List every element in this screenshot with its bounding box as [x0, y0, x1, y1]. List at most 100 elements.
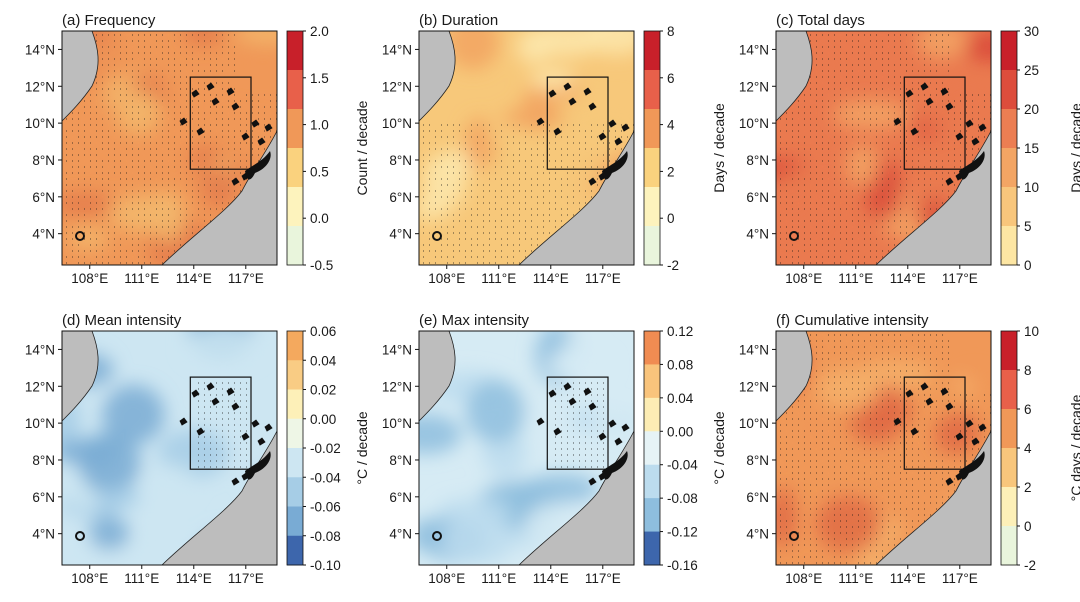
panel-title: (a) Frequency — [62, 12, 156, 29]
landmass — [775, 30, 992, 266]
colorbar-segment — [644, 31, 660, 71]
colorbar-segment — [1001, 370, 1017, 410]
lat-tick-label: 6°N — [746, 190, 769, 205]
reef-outlines — [432, 82, 630, 241]
lat-tick-label: 14°N — [739, 42, 769, 57]
landmass — [418, 330, 635, 566]
lat-tick-label: 14°N — [25, 42, 55, 57]
colorbar-tick-label: 25 — [1024, 63, 1039, 78]
colorbar-segment — [1001, 187, 1017, 227]
colorbar-segment — [644, 364, 660, 399]
colorbar-segment — [287, 506, 303, 537]
colorbar-segment — [287, 331, 303, 361]
lon-tick-label: 108°E — [71, 571, 108, 586]
colorbar-segment — [287, 226, 303, 266]
lon-tick-label: 108°E — [71, 271, 108, 286]
colorbar-tick-label: 8 — [1024, 363, 1032, 378]
lat-tick-label: 12°N — [382, 379, 412, 394]
lon-tick-label: 111°E — [124, 571, 159, 586]
lat-tick-label: 12°N — [25, 79, 55, 94]
lat-tick-label: 10°N — [382, 116, 412, 131]
map-frame — [775, 30, 992, 266]
lat-tick-label: 12°N — [739, 79, 769, 94]
colorbar-segment — [644, 331, 660, 365]
lat-tick-label: 10°N — [739, 116, 769, 131]
panel-title: (d) Mean intensity — [62, 312, 182, 329]
colorbar-label: Days / decade — [1068, 103, 1080, 193]
colorbar-segment — [1001, 487, 1017, 527]
colorbar-tick-label: 0.02 — [310, 383, 336, 398]
lat-tick-label: 6°N — [389, 190, 412, 205]
colorbar-tick-label: -0.06 — [310, 500, 341, 515]
colorbar-tick-label: 0.0 — [310, 211, 329, 226]
colorbar-segment — [1001, 109, 1017, 149]
map-frame — [418, 30, 635, 266]
colorbar-label: °C / decade — [711, 411, 727, 485]
colorbar-tick-label: -2 — [667, 258, 679, 273]
colorbar-tick-label: 0.04 — [667, 391, 694, 406]
lat-tick-label: 14°N — [382, 42, 412, 57]
panel-d: (d) Mean intensity 14°N 12°N 10°N 8°N 6°N 4°N 1… — [25, 312, 370, 586]
study-region-box — [189, 76, 252, 170]
colorbar-tick-label: 2.0 — [310, 24, 329, 39]
colorbar-tick-label: -0.02 — [310, 441, 341, 456]
colorbar-tick-label: 5 — [1024, 219, 1032, 234]
lat-tick-label: 12°N — [382, 79, 412, 94]
colorbar: 2.0 1.5 1.0 0.5 0.0 -0.5 Count / decade — [286, 24, 370, 273]
colorbar-segment — [644, 109, 660, 149]
lat-tick-label: 8°N — [389, 453, 412, 468]
field-variation — [62, 331, 277, 565]
colorbar-label: °C / decade — [354, 411, 370, 485]
lon-tick-label: 114°E — [176, 571, 212, 586]
colorbar-tick-label: 0.08 — [667, 357, 693, 372]
landmass — [61, 30, 278, 266]
colorbar-tick-label: 0 — [1024, 519, 1032, 534]
lon-tick-label: 117°E — [585, 271, 621, 286]
lon-tick-label: 111°E — [481, 271, 516, 286]
panel-b: (b) Duration 14°N 12°N 10°N 8°N 6°N 4°N 108°E 11… — [382, 12, 727, 286]
study-region-box — [903, 376, 966, 470]
panel-e: (e) Max intensity 14°N 12°N 10°N 8°N 6°N 4°N 10… — [382, 312, 727, 586]
lat-tick-label: 14°N — [739, 342, 769, 357]
colorbar-tick-label: 6 — [1024, 402, 1032, 417]
colorbar-segment — [287, 389, 303, 420]
reef-outlines — [789, 382, 987, 541]
lat-tick-label: 4°N — [32, 527, 55, 542]
panel-c: (c) Total days 14°N 12°N 10°N 8°N 6°N 4°N 108°E… — [739, 12, 1080, 286]
colorbar-tick-label: 2 — [667, 164, 675, 179]
colorbar-segment — [287, 31, 303, 71]
map-frame — [775, 330, 992, 566]
map-frame — [418, 330, 635, 566]
colorbar-tick-label: 4 — [1024, 441, 1032, 456]
colorbar-tick-label: 0 — [667, 211, 675, 226]
colorbar-tick-label: 2 — [1024, 480, 1032, 495]
colorbar-segment — [1001, 448, 1017, 488]
colorbar-segment — [1001, 526, 1017, 566]
landmass — [418, 30, 635, 266]
lat-tick-label: 6°N — [746, 490, 769, 505]
study-region-box — [546, 376, 609, 470]
colorbar-tick-label: -0.08 — [667, 491, 698, 506]
colorbar-segment — [1001, 148, 1017, 188]
map-frame — [61, 330, 278, 566]
lat-tick-label: 4°N — [32, 227, 55, 242]
lon-tick-label: 108°E — [428, 571, 465, 586]
lat-tick-label: 6°N — [32, 190, 55, 205]
lat-tick-label: 6°N — [389, 490, 412, 505]
reef-outlines — [432, 382, 630, 541]
lon-tick-label: 114°E — [176, 271, 212, 286]
reef-outlines — [789, 82, 987, 241]
colorbar-segment — [644, 148, 660, 188]
colorbar-segment — [287, 535, 303, 566]
lon-tick-label: 108°E — [785, 571, 822, 586]
colorbar-tick-label: 0.5 — [310, 164, 329, 179]
colorbar-segment — [644, 70, 660, 110]
colorbar: 0.06 0.04 0.02 0.00 -0.02 -0.04 -0.06 -0.08 -0.1… — [286, 324, 370, 573]
study-region-box — [903, 76, 966, 170]
lat-tick-label: 4°N — [389, 227, 412, 242]
colorbar-label: °C days / decade — [1068, 394, 1080, 501]
lon-tick-label: 117°E — [228, 571, 264, 586]
colorbar-tick-label: 10 — [1024, 180, 1039, 195]
lat-tick-label: 8°N — [746, 153, 769, 168]
